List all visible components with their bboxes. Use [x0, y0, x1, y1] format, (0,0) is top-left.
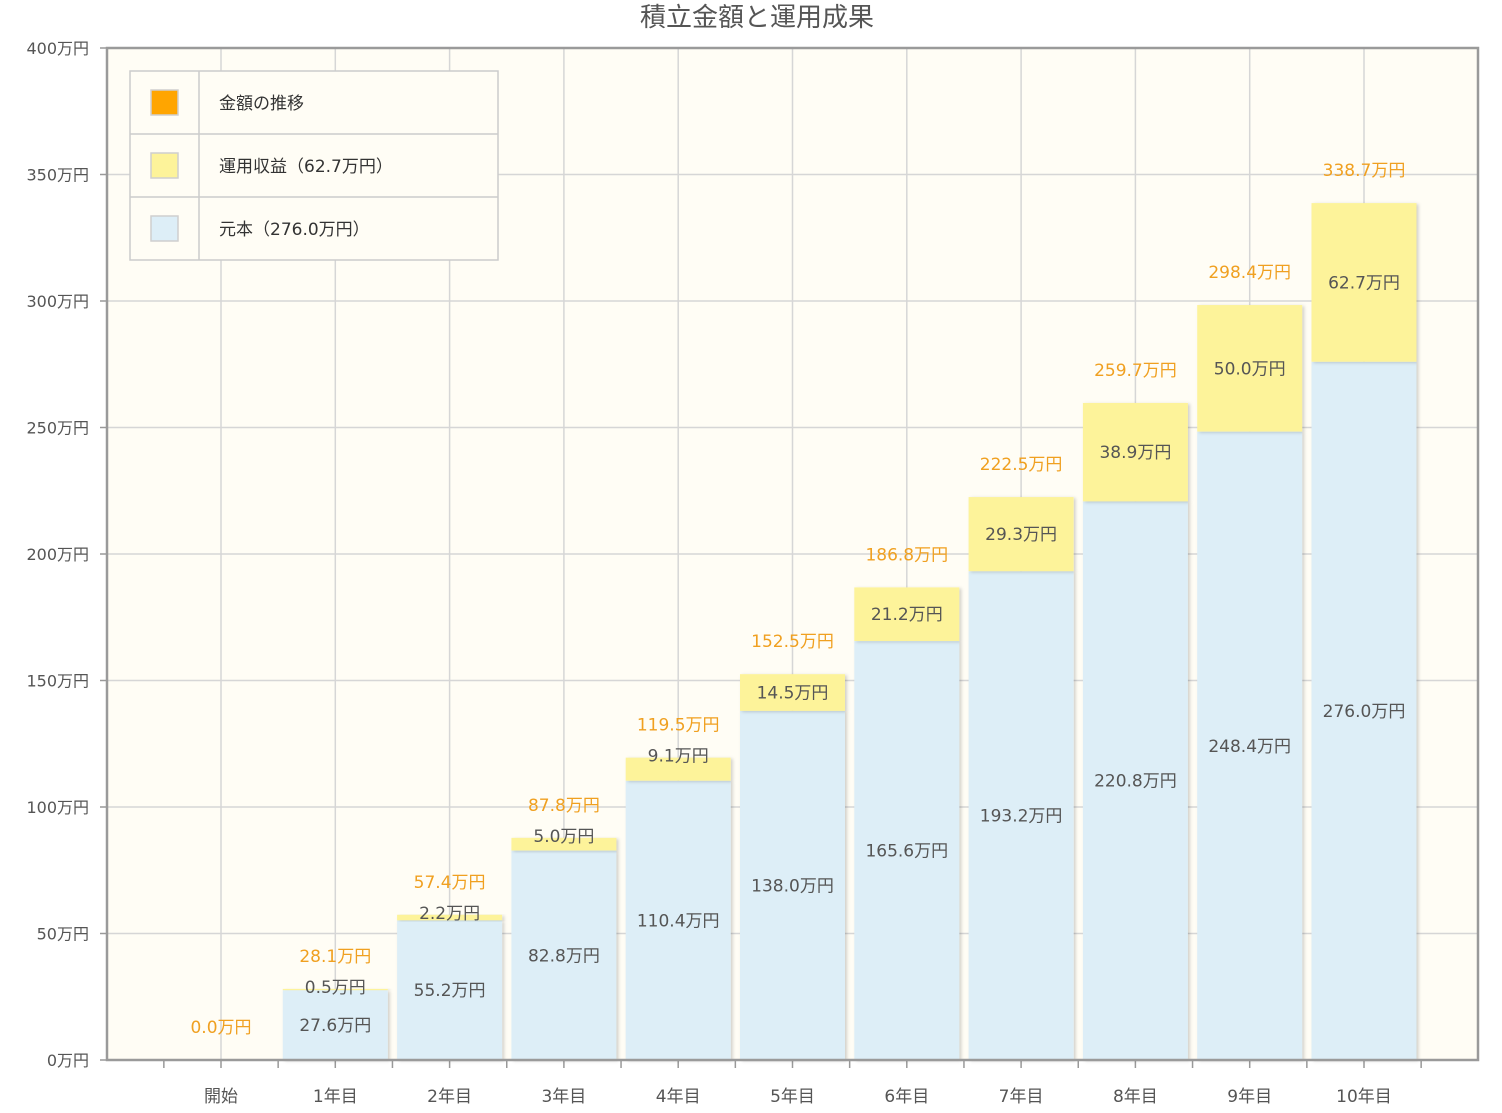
label-principal: 82.8万円 — [528, 946, 600, 966]
bar-principal — [625, 780, 731, 1060]
label-profit: 2.2万円 — [419, 904, 480, 924]
chart-title: 積立金額と運用成果 — [640, 3, 874, 33]
label-profit: 50.0万円 — [1214, 359, 1286, 379]
bar-principal — [968, 571, 1074, 1060]
bar-profit — [282, 988, 388, 991]
label-total: 298.4万円 — [1208, 263, 1291, 283]
bar-profit — [1311, 203, 1417, 362]
label-principal: 27.6万円 — [299, 1016, 371, 1036]
bar-profit — [511, 837, 617, 851]
label-principal: 138.0万円 — [751, 876, 834, 896]
bar-principal — [397, 920, 503, 1060]
bar-principal — [854, 641, 960, 1060]
label-profit: 5.0万円 — [533, 827, 594, 847]
label-total: 338.7万円 — [1323, 161, 1406, 181]
bar-principal — [1197, 431, 1303, 1061]
bar-principal — [511, 850, 617, 1060]
legend-label-total: 金額の推移 — [219, 94, 304, 114]
legend-swatch-profit — [150, 152, 179, 179]
x-tick-label: 開始 — [204, 1087, 238, 1107]
legend-swatch-principal — [150, 215, 179, 242]
bars — [282, 203, 1417, 1061]
bar-profit — [854, 587, 960, 642]
x-tick-label: 2年目 — [427, 1087, 472, 1107]
label-total: 28.1万円 — [299, 947, 371, 967]
x-tick-label: 3年目 — [541, 1087, 586, 1107]
legend: 金額の推移 運用収益（62.7万円） 元本（276.0万円） — [129, 70, 499, 261]
y-tick-label: 300万円 — [26, 292, 89, 311]
x-axis: 開始 1年目 2年目 3年目 4年目 5年目 6年目 7年目 8年目 9年目 10年目 — [163, 1060, 1422, 1107]
label-profit: 29.3万円 — [985, 525, 1057, 545]
legend-label-principal: 元本（276.0万円） — [219, 220, 370, 240]
y-tick-label: 0万円 — [47, 1051, 89, 1070]
label-total: 119.5万円 — [637, 716, 720, 736]
bar-profit — [1197, 305, 1303, 432]
y-tick-label: 200万円 — [26, 545, 89, 564]
legend-swatch-total — [150, 89, 179, 116]
label-principal: 55.2万円 — [414, 981, 486, 1001]
y-tick-label: 250万円 — [26, 419, 89, 438]
x-tick-label: 7年目 — [999, 1087, 1044, 1107]
label-profit: 21.2万円 — [871, 605, 943, 625]
label-total: 87.8万円 — [528, 796, 600, 816]
x-tick-label: 6年目 — [884, 1087, 929, 1107]
label-total: 259.7万円 — [1094, 361, 1177, 381]
legend-label-profit: 運用収益（62.7万円） — [219, 157, 393, 177]
label-principal: 110.4万円 — [637, 911, 720, 931]
y-tick-label: 150万円 — [26, 672, 89, 691]
bar-profit — [1082, 402, 1188, 502]
label-principal: 193.2万円 — [980, 807, 1063, 827]
bar-principal — [740, 710, 845, 1060]
data-labels: 0.0万円 27.6万円 0.5万円 28.1万円 55.2万円 2.2万円 57.4万円 8… — [190, 161, 1405, 1038]
label-principal: 276.0万円 — [1323, 702, 1406, 722]
y-axis: 0万円 50万円 100万円 150万円 200万円 250万円 300万円 350万円 400… — [26, 39, 107, 1070]
label-profit: 9.1万円 — [648, 747, 709, 767]
x-tick-label: 8年目 — [1113, 1087, 1158, 1107]
bar-principal — [1082, 501, 1188, 1061]
x-tick-label: 10年目 — [1336, 1087, 1392, 1107]
label-principal: 220.8万円 — [1094, 772, 1177, 792]
bar-profit — [740, 674, 845, 711]
label-profit: 0.5万円 — [305, 978, 366, 998]
legend-box — [129, 70, 499, 261]
bar-profit — [397, 914, 503, 921]
x-tick-label: 9年目 — [1227, 1087, 1272, 1107]
label-total: 222.5万円 — [980, 455, 1063, 475]
x-tick-label: 1年目 — [313, 1087, 358, 1107]
bar-principal — [282, 990, 388, 1060]
y-tick-label: 400万円 — [26, 39, 89, 58]
plot-frame — [105, 46, 1480, 1062]
bar-principal — [1311, 361, 1417, 1061]
bar-profit — [625, 757, 731, 781]
label-profit: 62.7万円 — [1328, 273, 1400, 293]
label-total: 186.8万円 — [865, 545, 948, 565]
label-total: 0.0万円 — [190, 1018, 251, 1038]
label-principal: 165.6万円 — [865, 842, 948, 862]
y-tick-label: 100万円 — [26, 798, 89, 817]
label-total: 152.5万円 — [751, 632, 834, 652]
label-principal: 248.4万円 — [1208, 737, 1291, 757]
x-tick-label: 4年目 — [656, 1087, 701, 1107]
label-profit: 14.5万円 — [757, 684, 829, 704]
label-profit: 38.9万円 — [1099, 443, 1171, 463]
y-tick-label: 50万円 — [37, 925, 89, 944]
bar-profit — [968, 497, 1074, 572]
label-total: 57.4万円 — [414, 873, 486, 893]
y-tick-label: 350万円 — [26, 166, 89, 185]
x-tick-label: 5年目 — [770, 1087, 815, 1107]
